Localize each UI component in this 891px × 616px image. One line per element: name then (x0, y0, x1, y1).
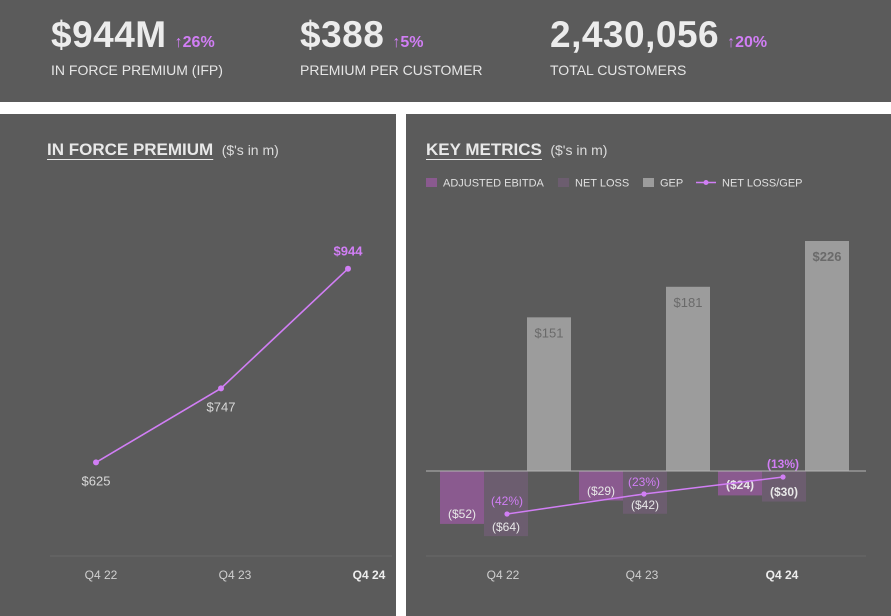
ifp-series-line (95, 268, 349, 464)
net-loss-gep-label: (42%) (491, 494, 523, 508)
legend-label: NET LOSS (575, 178, 629, 190)
legend-line-dot (703, 180, 709, 185)
x-tick-label: Q4 23 (626, 568, 659, 582)
ebitda-value-label: ($29) (587, 484, 615, 498)
ifp-unit: ($'s in m) (221, 142, 279, 158)
key-metrics-panel-title: KEY METRICS ($'s in m) (426, 140, 607, 160)
kpi-delta: ↑26% (174, 34, 215, 51)
key-metrics-panel: KEY METRICS ($'s in m) ADJUSTED EBITDA NE… (406, 114, 891, 616)
net-loss-gep-point (780, 474, 786, 480)
kpi-label: TOTAL CUSTOMERS (550, 62, 687, 78)
x-tick-label: Q4 22 (85, 568, 118, 582)
ifp-panel-title: IN FORCE PREMIUM ($'s in m) (47, 140, 279, 160)
net-loss-gep-label: (23%) (628, 475, 660, 489)
ebitda-bar (440, 471, 484, 524)
legend-swatch (426, 178, 437, 187)
kpi-value: $388 (300, 14, 385, 55)
kpi-label: IN FORCE PREMIUM (IFP) (51, 62, 223, 78)
net-loss-value-label: ($30) (770, 485, 798, 499)
ebitda-value-label: ($24) (726, 478, 754, 492)
ebitda-bar (579, 471, 623, 501)
x-tick-label: Q4 24 (766, 568, 799, 582)
kpi-value: 2,430,056 (550, 14, 720, 55)
x-tick-label: Q4 22 (487, 568, 520, 582)
legend-label: GEP (660, 178, 683, 190)
gep-bar (805, 241, 849, 471)
gep-value-label: $226 (813, 249, 842, 264)
kpi-delta: ↑5% (392, 34, 424, 51)
net-loss-value-label: ($42) (631, 498, 659, 512)
key-metrics-chart: ADJUSTED EBITDA NET LOSS GEP NET LOSS/GEP $1… (426, 178, 866, 582)
ifp-line-chart: $625 $747 $944 Q4 22 Q4 23 Q4 24 (50, 244, 392, 582)
kpi-total-customers: 2,430,056 ↑20% TOTAL CUSTOMERS (550, 14, 767, 78)
x-tick-label: Q4 24 (353, 568, 386, 582)
kpi-bar: $944M ↑26% IN FORCE PREMIUM (IFP) $388 ↑… (0, 0, 891, 102)
ifp-data-label: $625 (82, 473, 111, 488)
gep-value-label: $151 (535, 325, 564, 340)
ifp-panel: IN FORCE PREMIUM ($'s in m) $625 $747 $944… (0, 114, 396, 616)
gep-value-label: $181 (674, 295, 703, 310)
key-metrics-unit: ($'s in m) (550, 142, 608, 158)
kpi-premium-per-customer: $388 ↑5% PREMIUM PER CUSTOMER (300, 14, 483, 78)
ifp-title: IN FORCE PREMIUM (47, 140, 214, 159)
kpi-delta: ↑20% (727, 34, 768, 51)
net-loss-gep-point (641, 491, 647, 497)
net-loss-bar (484, 471, 528, 537)
ebitda-bar (718, 471, 762, 496)
net-loss-gep-label: (13%) (767, 457, 799, 471)
ifp-point (93, 459, 99, 466)
kpi-value: $944M (51, 14, 167, 55)
legend-swatch (643, 178, 654, 187)
kpi-ifp: $944M ↑26% IN FORCE PREMIUM (IFP) (51, 14, 223, 78)
ifp-point (345, 265, 351, 272)
x-tick-label: Q4 23 (219, 568, 252, 582)
net-loss-value-label: ($64) (492, 520, 520, 534)
net-loss-gep-point (504, 511, 510, 517)
gep-bar (527, 317, 571, 471)
gep-bar (666, 286, 710, 471)
ifp-data-label: $747 (207, 399, 236, 414)
key-metrics-title: KEY METRICS (426, 140, 542, 159)
ebitda-value-label: ($52) (448, 507, 476, 521)
ifp-point (218, 385, 224, 392)
legend-label: NET LOSS/GEP (722, 178, 803, 190)
kpi-label: PREMIUM PER CUSTOMER (300, 62, 483, 78)
ifp-data-label: $944 (334, 244, 364, 259)
legend-swatch (558, 178, 569, 187)
legend-label: ADJUSTED EBITDA (443, 178, 545, 190)
